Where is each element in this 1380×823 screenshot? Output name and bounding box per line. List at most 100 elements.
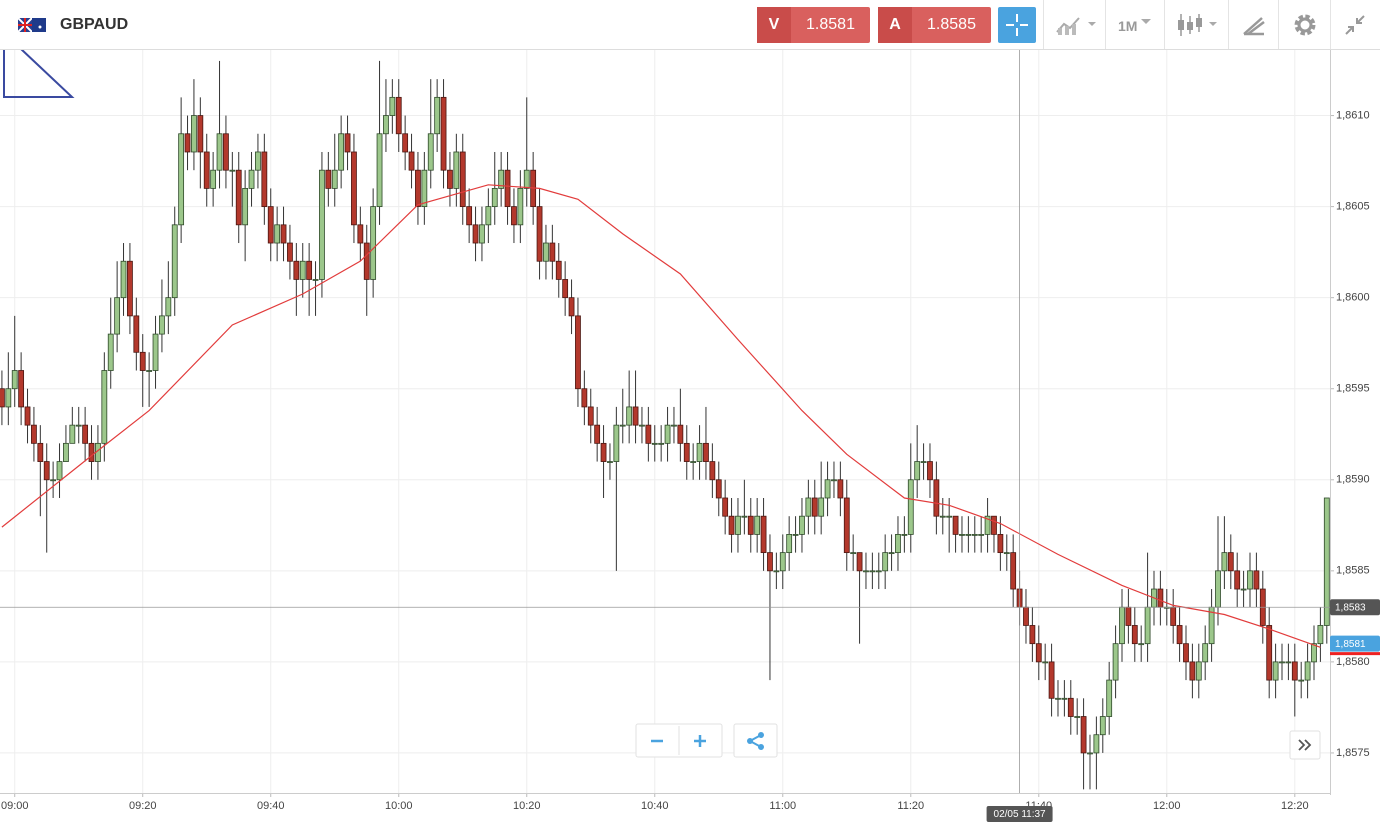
candle [575, 297, 581, 407]
candle-body [261, 151, 268, 208]
candle-body [466, 206, 473, 226]
candle-body [210, 169, 217, 189]
candle-body [773, 570, 780, 573]
candle-body [1189, 661, 1196, 681]
candle [818, 461, 825, 535]
candle [395, 79, 402, 152]
candle-body [363, 242, 370, 280]
candle [1202, 625, 1209, 681]
candle-body [1279, 661, 1285, 664]
separator [1228, 0, 1229, 49]
candle-body [0, 388, 5, 408]
candle [1099, 698, 1106, 753]
crosshair-button[interactable] [998, 7, 1036, 43]
crosshair-time-label: 02/05 11:37 [994, 809, 1047, 820]
candle-body [1240, 588, 1247, 591]
candle [1067, 680, 1074, 735]
settings-button[interactable] [1293, 13, 1317, 37]
candle-body [421, 169, 428, 208]
share-button[interactable] [733, 723, 778, 758]
candle [555, 243, 562, 298]
candle [312, 261, 319, 316]
candle [203, 133, 210, 207]
candle [946, 497, 953, 553]
candle-body [607, 461, 613, 463]
candle [287, 224, 293, 280]
plus-icon [694, 735, 706, 747]
candle-body [965, 534, 972, 536]
crosshair-price-box [1330, 599, 1380, 616]
sell-button[interactable]: V 1.8581 [757, 7, 870, 43]
collapse-button[interactable] [1344, 14, 1366, 36]
candle [63, 425, 69, 462]
candle-body [1183, 643, 1189, 663]
candle-body [453, 151, 460, 189]
drawing-triangle[interactable] [3, 30, 75, 98]
candle-body [24, 406, 31, 426]
candle [613, 406, 620, 571]
x-tick-label: 12:00 [1153, 800, 1181, 812]
candle [792, 516, 799, 553]
candle [1055, 680, 1061, 717]
share-icon [758, 732, 764, 738]
candle [1304, 643, 1311, 699]
y-tick-label: 1,8610 [1336, 109, 1370, 121]
candle-body [1285, 661, 1292, 664]
y-tick-label: 1,8600 [1336, 292, 1370, 304]
candle-body [280, 224, 287, 244]
candle [267, 188, 274, 262]
candle [1208, 589, 1215, 662]
candle-body [1215, 570, 1221, 608]
candle-body [1311, 643, 1317, 663]
candle-body [5, 388, 12, 408]
chart-type-button[interactable] [1055, 14, 1100, 36]
timeframe-button[interactable]: 1M [1118, 18, 1138, 34]
separator [1043, 0, 1044, 49]
candle-body [920, 461, 927, 463]
buy-button[interactable]: A 1.8585 [878, 7, 991, 43]
candle [1112, 625, 1119, 699]
x-tick-label: 09:40 [257, 800, 285, 812]
candle [1074, 698, 1081, 735]
toolbar: GBPAUD V 1.8581 A 1.8585 1M [0, 0, 1380, 50]
candle-body [440, 96, 447, 171]
candle-body [818, 497, 825, 517]
candle-type-button[interactable] [1176, 12, 1221, 38]
candle [703, 406, 709, 480]
candle [984, 497, 991, 553]
candle-body [1202, 643, 1209, 663]
candle [24, 388, 31, 444]
candle [639, 406, 645, 444]
candle-body [824, 479, 831, 499]
buy-label: A [878, 7, 912, 43]
candle-body [511, 206, 517, 226]
candle-body [139, 351, 146, 371]
candle [837, 461, 844, 517]
x-tick-label: 10:20 [513, 800, 541, 812]
candle-body [331, 169, 338, 189]
candle [920, 443, 927, 480]
candle-body [255, 151, 261, 171]
candle [191, 79, 197, 171]
candle [1176, 607, 1183, 662]
candle-body [677, 424, 684, 444]
candle-body [415, 169, 421, 208]
candle [677, 388, 684, 462]
candle-body [645, 424, 652, 444]
candle [754, 497, 761, 553]
candle [440, 79, 447, 189]
candle-body [715, 479, 722, 499]
candle-body [927, 461, 933, 481]
candle [664, 406, 671, 462]
candle-body [146, 370, 153, 372]
candle [1042, 643, 1049, 681]
candle-body [229, 169, 236, 172]
candle [18, 352, 25, 426]
candle-body [11, 370, 18, 390]
candle [338, 115, 345, 189]
candle-body [344, 133, 351, 153]
candle [159, 279, 165, 353]
draw-tool-button[interactable] [1242, 14, 1266, 36]
candle-body [1170, 606, 1177, 626]
candle [402, 115, 409, 171]
